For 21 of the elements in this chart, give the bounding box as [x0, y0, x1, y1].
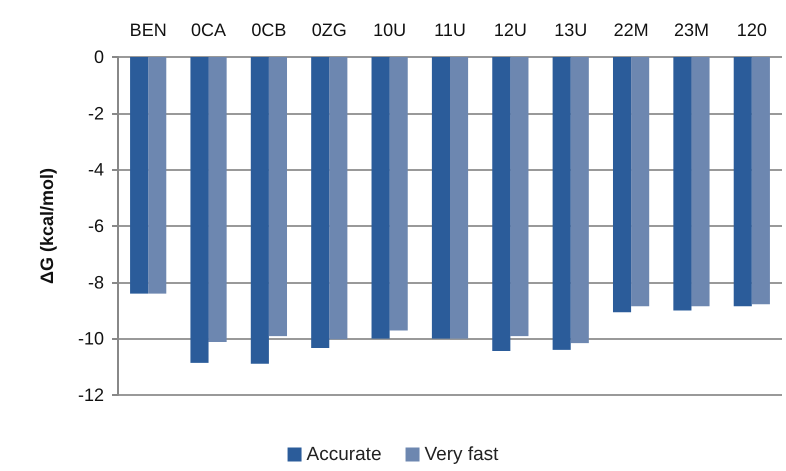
x-tick-label: 11U — [434, 20, 466, 40]
x-tick-label: 0ZG — [312, 20, 347, 40]
x-tick-label: 22M — [614, 20, 649, 40]
y-tick-label: -4 — [88, 160, 104, 180]
x-tick-label: 0CA — [191, 20, 226, 40]
y-tick-label: -6 — [88, 216, 104, 236]
x-tick-label: 10U — [373, 20, 406, 40]
legend-label: Very fast — [424, 444, 500, 465]
x-tick-label: 0CB — [251, 20, 286, 40]
y-tick-label: -2 — [88, 103, 104, 124]
y-tick-label: -10 — [78, 328, 104, 349]
x-tick-label: 120 — [736, 20, 767, 40]
x-tick-label: 12U — [494, 20, 527, 40]
x-tick-label: 13U — [554, 20, 588, 40]
y-axis-title: ΔG (kcal/mol) — [37, 168, 57, 284]
y-tick-label: 0 — [94, 47, 104, 67]
x-tick-label: 23M — [674, 20, 709, 40]
y-tick-label: -12 — [78, 385, 104, 405]
legend-label: Accurate — [306, 444, 382, 465]
x-tick-label: BEN — [130, 20, 167, 40]
y-tick-label: -8 — [88, 272, 104, 292]
